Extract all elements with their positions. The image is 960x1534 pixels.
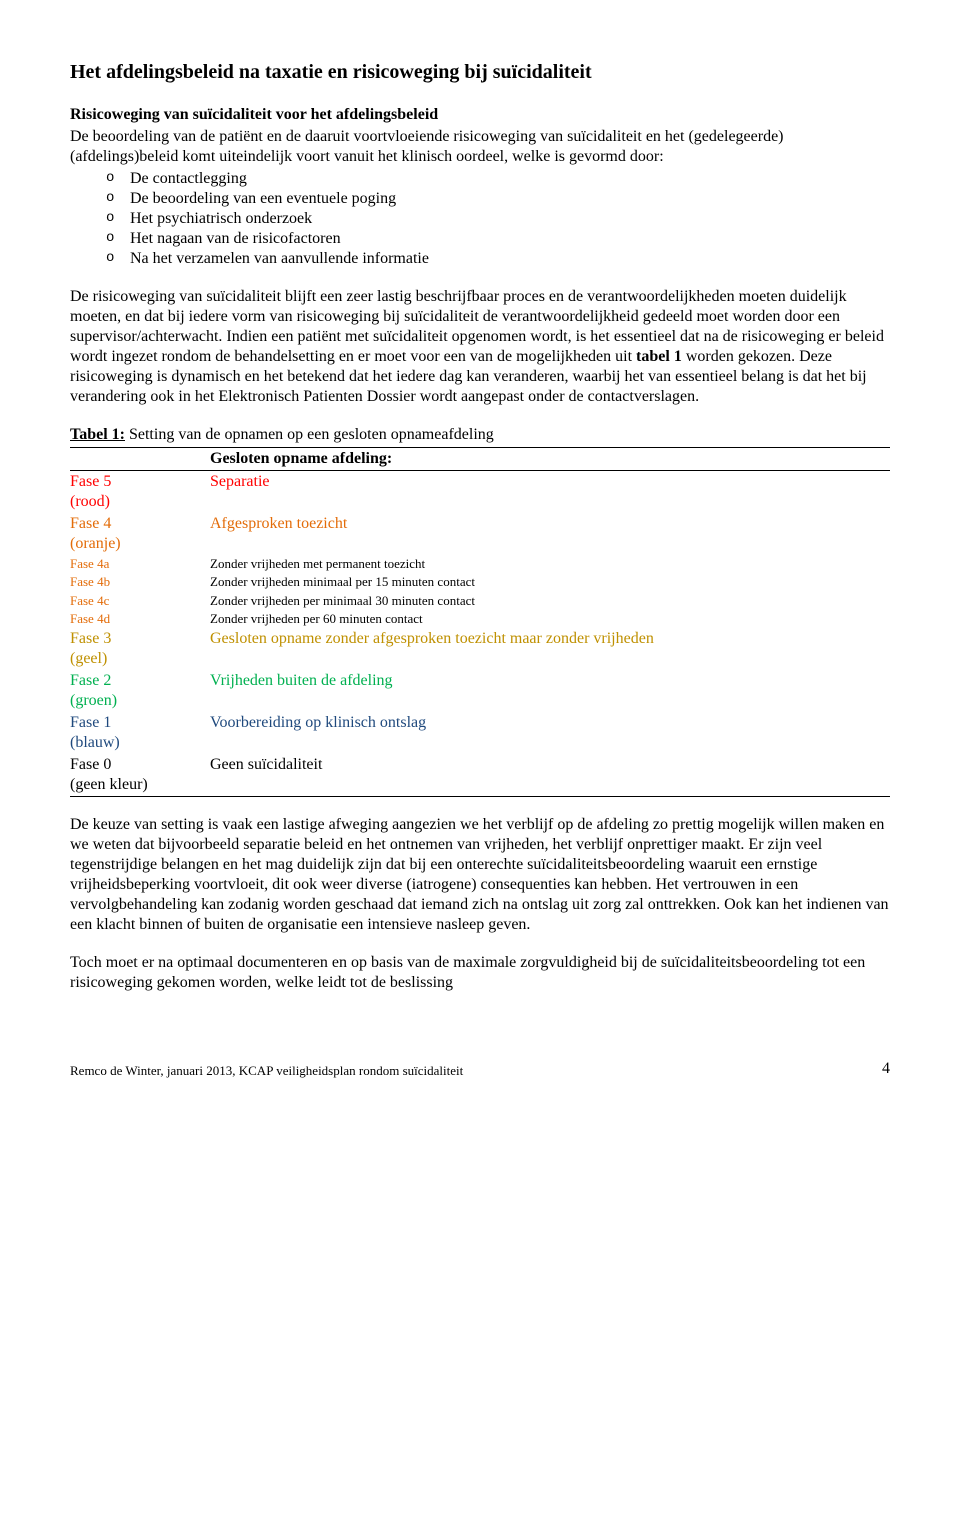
bullet-item: De beoordeling van een eventuele poging [106, 189, 890, 209]
table-caption-text: Setting van de opnamen op een gesloten o… [125, 426, 494, 443]
phase-label: Fase 3(geel) [70, 628, 210, 670]
table-row: Fase 1(blauw)Voorbereiding op klinisch o… [70, 712, 890, 754]
phase-description: Voorbereiding op klinisch ontslag [210, 712, 890, 754]
bullet-list: De contactleggingDe beoordeling van een … [106, 169, 890, 269]
phase-description: Gesloten opname zonder afgesproken toezi… [210, 628, 890, 670]
phase-label: Fase 2(groen) [70, 670, 210, 712]
footer-text: Remco de Winter, januari 2013, KCAP veil… [70, 1063, 463, 1078]
body-paragraph-4: Toch moet er na optimaal documenteren en… [70, 953, 890, 993]
table-caption: Tabel 1: Setting van de opnamen op een g… [70, 425, 890, 445]
phase-label: Fase 5(rood) [70, 471, 210, 514]
phase-label: Fase 4d [70, 610, 210, 628]
table-row: Fase 4aZonder vrijheden met permanent to… [70, 555, 890, 573]
bullet-item: Het nagaan van de risicofactoren [106, 229, 890, 249]
phase-description: Separatie [210, 471, 890, 514]
table-row: Fase 0(geen kleur)Geen suïcidaliteit [70, 754, 890, 797]
phase-label: Fase 4(oranje) [70, 513, 210, 555]
phase-description: Vrijheden buiten de afdeling [210, 670, 890, 712]
phase-description: Afgesproken toezicht [210, 513, 890, 555]
phase-label: Fase 4c [70, 592, 210, 610]
table-ref: tabel 1 [636, 348, 682, 365]
phase-label: Fase 4a [70, 555, 210, 573]
page-title: Het afdelingsbeleid na taxatie en risico… [70, 60, 890, 85]
table-header-left [70, 448, 210, 471]
table-caption-prefix: Tabel 1: [70, 426, 125, 443]
phase-description: Zonder vrijheden per minimaal 30 minuten… [210, 592, 890, 610]
table-row: Fase 4cZonder vrijheden per minimaal 30 … [70, 592, 890, 610]
body-paragraph-2: De risicoweging van suïcidaliteit blijft… [70, 287, 890, 407]
table-header-right: Gesloten opname afdeling: [210, 448, 890, 471]
phase-label: Fase 1(blauw) [70, 712, 210, 754]
table-row: Fase 4dZonder vrijheden per 60 minuten c… [70, 610, 890, 628]
page-footer: Remco de Winter, januari 2013, KCAP veil… [70, 1063, 890, 1079]
phase-label: Fase 4b [70, 573, 210, 591]
page-number: 4 [882, 1059, 890, 1079]
phases-table: Gesloten opname afdeling: Fase 5(rood)Se… [70, 447, 890, 797]
intro-paragraph: De beoordeling van de patiënt en de daar… [70, 127, 890, 167]
section-heading: Risicoweging van suïcidaliteit voor het … [70, 105, 890, 125]
table-row: Fase 4bZonder vrijheden minimaal per 15 … [70, 573, 890, 591]
body-paragraph-3: De keuze van setting is vaak een lastige… [70, 815, 890, 935]
table-row: Fase 4(oranje)Afgesproken toezicht [70, 513, 890, 555]
phase-description: Geen suïcidaliteit [210, 754, 890, 797]
bullet-item: De contactlegging [106, 169, 890, 189]
table-row: Fase 2(groen)Vrijheden buiten de afdelin… [70, 670, 890, 712]
table-row: Fase 3(geel)Gesloten opname zonder afges… [70, 628, 890, 670]
bullet-item: Het psychiatrisch onderzoek [106, 209, 890, 229]
table-row: Fase 5(rood)Separatie [70, 471, 890, 514]
bullet-item: Na het verzamelen van aanvullende inform… [106, 249, 890, 269]
phase-description: Zonder vrijheden met permanent toezicht [210, 555, 890, 573]
phase-description: Zonder vrijheden per 60 minuten contact [210, 610, 890, 628]
phase-description: Zonder vrijheden minimaal per 15 minuten… [210, 573, 890, 591]
phase-label: Fase 0(geen kleur) [70, 754, 210, 797]
